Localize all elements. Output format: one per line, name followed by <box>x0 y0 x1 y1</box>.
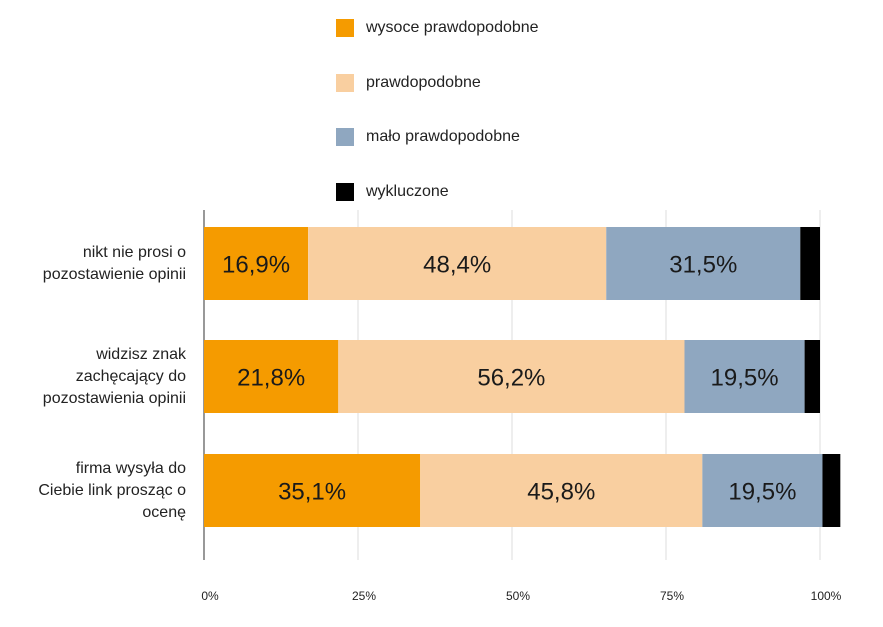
category-label-line: Ciebie link prosząc o <box>38 481 186 499</box>
legend-label: wykluczone <box>366 183 449 200</box>
bar-value-label: 56,2% <box>477 365 545 392</box>
bar-segment <box>702 454 823 527</box>
bar-segment <box>606 227 801 300</box>
legend-swatch <box>336 183 354 201</box>
category-label: widzisz znak zachęcający do pozostawienia … <box>0 344 186 410</box>
category-label: firma wysyła do Ciebie link prosząc o ocen… <box>0 458 186 524</box>
bar-segment <box>822 454 841 527</box>
bar-value-label: 21,8% <box>237 365 305 392</box>
category-label-line: pozostawienie opinii <box>42 265 186 283</box>
x-tick-label: 50% <box>505 589 531 603</box>
legend-item: mało prawdopodobne <box>336 126 520 148</box>
category-label-line: nikt nie prosi o <box>82 243 186 261</box>
bar-segment <box>684 340 805 413</box>
bar-segment <box>204 340 339 413</box>
bar-segment <box>804 340 820 413</box>
legend-swatch <box>336 128 354 146</box>
bar-value-label: 16,9% <box>222 252 290 279</box>
bar-segment <box>800 227 820 300</box>
legend-label: wysoce prawdopodobne <box>366 19 539 36</box>
category-label-line: pozostawienia opinii <box>42 389 186 407</box>
bar-segment <box>308 227 607 300</box>
x-tick-label: 100% <box>810 589 842 603</box>
category-label: nikt nie prosi o pozostawienie opinii <box>0 242 186 286</box>
legend-item: prawdopodobne <box>336 72 481 94</box>
bar-segment <box>204 227 309 300</box>
bar-segment <box>204 454 421 527</box>
legend-swatch <box>336 19 354 37</box>
legend-item: wykluczone <box>336 181 449 203</box>
bar-value-label: 19,5% <box>711 365 779 392</box>
legend-swatch <box>336 74 354 92</box>
x-tick-label: 25% <box>351 589 377 603</box>
bar-value-label: 48,4% <box>423 252 491 279</box>
bar-value-label: 19,5% <box>728 479 796 506</box>
bar-value-label: 45,8% <box>527 479 595 506</box>
category-label-line: ocenę <box>142 503 186 521</box>
bar-segment <box>338 340 685 413</box>
category-label-line: zachęcający do <box>75 367 186 385</box>
legend-label: mało prawdopodobne <box>366 128 520 145</box>
legend-item: wysoce prawdopodobne <box>336 17 539 39</box>
category-label-line: widzisz znak <box>96 345 186 363</box>
bar-segment <box>420 454 703 527</box>
bar-value-label: 35,1% <box>278 479 346 506</box>
category-label-line: firma wysyła do <box>75 459 186 477</box>
legend-label: prawdopodobne <box>366 74 481 91</box>
bar-value-label: 31,5% <box>669 252 737 279</box>
x-tick-label: 75% <box>659 589 685 603</box>
x-tick-label: 0% <box>201 589 219 603</box>
